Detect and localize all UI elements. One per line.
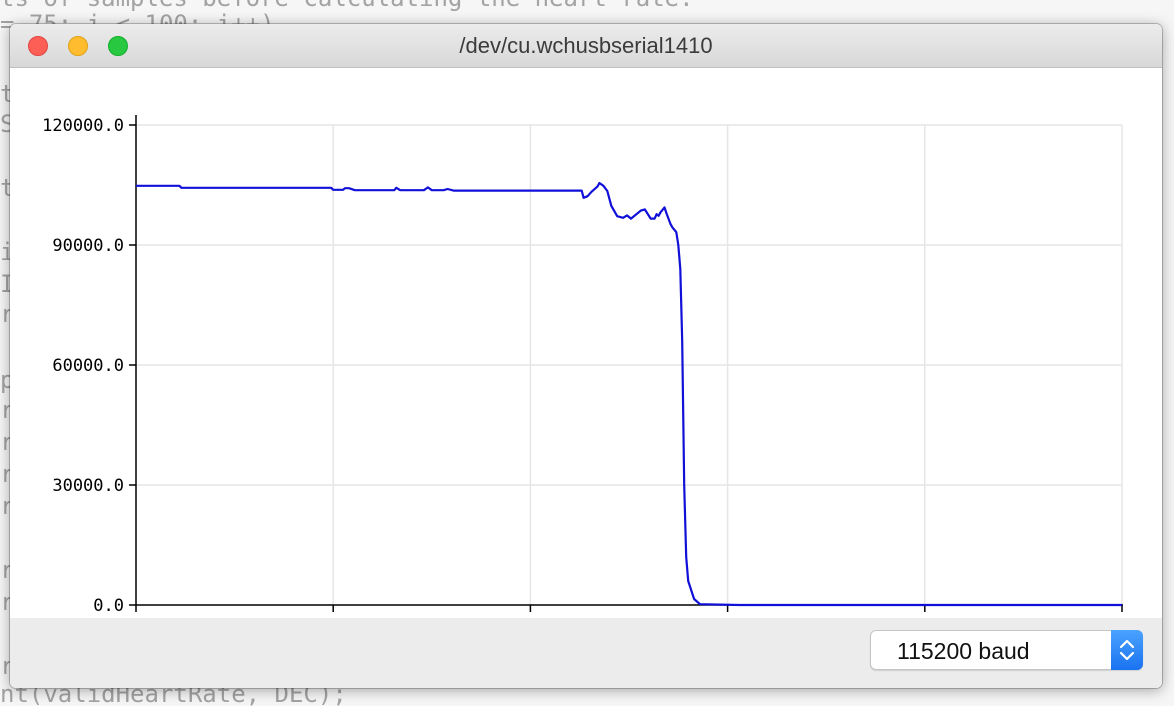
window-title: /dev/cu.wchusbserial1410 (459, 33, 713, 58)
bottom-toolbar: 115200 baud (10, 618, 1162, 688)
up-down-chevron-icon (1119, 639, 1135, 661)
grid (136, 124, 1123, 605)
minimize-button[interactable] (68, 36, 88, 56)
y-tick-label: 120000.0 (42, 116, 124, 136)
series-layer (136, 181, 1122, 607)
y-tick-label: 60000.0 (52, 356, 124, 376)
series-line-0 (136, 181, 1122, 607)
code-line: ts of samples before calculating the hea… (0, 0, 694, 12)
zoom-button[interactable] (108, 36, 128, 56)
y-tick-label: 30000.0 (52, 476, 124, 496)
x-axis-ticks: 479448944994509451945294 (135, 605, 1123, 612)
y-axis-ticks: 120000.0 90000.0 60000.0 30000.0 0.0 (42, 116, 136, 616)
close-button[interactable] (28, 36, 48, 56)
y-tick-label: 0.0 (93, 596, 124, 616)
title-bar[interactable]: /dev/cu.wchusbserial1410 (10, 24, 1162, 68)
serial-plotter-window: /dev/cu.wchusbserial1410 120000.0 90000.0… (10, 24, 1162, 688)
y-tick-label: 90000.0 (52, 236, 124, 256)
baud-rate-select[interactable]: 115200 baud (870, 630, 1143, 670)
select-stepper[interactable] (1111, 630, 1143, 670)
plot-area: 120000.0 90000.0 60000.0 30000.0 0.0 4794489… (42, 115, 1123, 616)
baud-rate-value: 115200 baud (897, 638, 1030, 664)
